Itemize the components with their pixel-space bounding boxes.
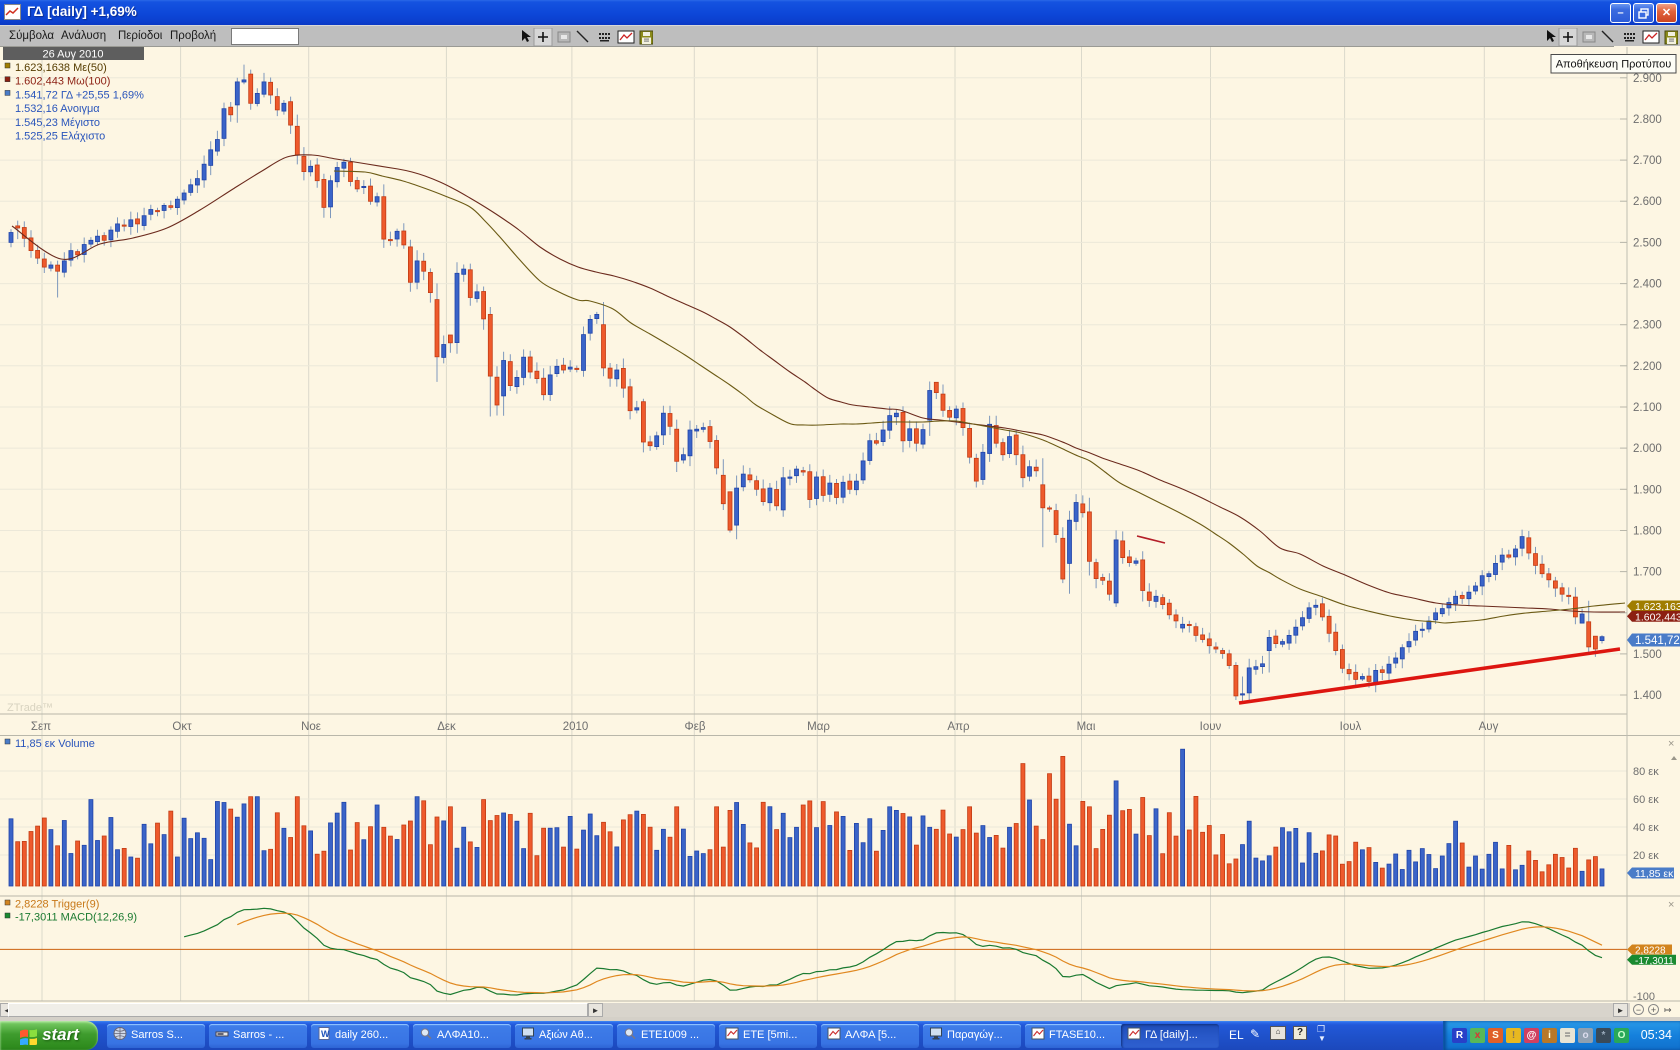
svg-text:Ιουν: Ιουν — [1200, 721, 1222, 733]
svg-text:Οκτ: Οκτ — [172, 721, 192, 733]
svg-text:2.100: 2.100 — [1633, 402, 1662, 414]
svg-text:2.000: 2.000 — [1633, 443, 1662, 455]
svg-text:1.532,16 Ανοιγμα: 1.532,16 Ανοιγμα — [15, 103, 100, 115]
svg-text:×: × — [1668, 899, 1674, 911]
svg-text:1.541,72 ΓΔ +25,55 1,69%: 1.541,72 ΓΔ +25,55 1,69% — [15, 89, 144, 101]
svg-text:Μαι: Μαι — [1077, 721, 1096, 733]
svg-text:Ιουλ: Ιουλ — [1340, 721, 1362, 733]
svg-text:26 Αυγ 2010: 26 Αυγ 2010 — [42, 49, 103, 61]
svg-text:Απρ: Απρ — [947, 721, 970, 733]
svg-text:Αυγ: Αυγ — [1479, 721, 1499, 733]
svg-text:1.700: 1.700 — [1633, 567, 1662, 579]
svg-text:40 εκ: 40 εκ — [1633, 822, 1659, 834]
svg-text:11,85 εκ Volume: 11,85 εκ Volume — [15, 738, 95, 750]
svg-text:11,85 εκ: 11,85 εκ — [1635, 868, 1674, 880]
svg-text:Νοε: Νοε — [301, 721, 321, 733]
svg-text:1.623,163: 1.623,163 — [1635, 601, 1680, 613]
svg-text:Μαρ: Μαρ — [807, 721, 830, 733]
svg-text:ZTrade™: ZTrade™ — [7, 702, 53, 714]
svg-text:2.900: 2.900 — [1633, 73, 1662, 85]
svg-text:Αποθήκευση Προτύπου: Αποθήκευση Προτύπου — [1556, 59, 1672, 71]
svg-text:1.400: 1.400 — [1633, 690, 1662, 702]
svg-text:2.500: 2.500 — [1633, 237, 1662, 249]
svg-text:2.200: 2.200 — [1633, 361, 1662, 373]
svg-text:1.602,443: 1.602,443 — [1635, 611, 1680, 623]
svg-text:2.400: 2.400 — [1633, 279, 1662, 291]
svg-text:2010: 2010 — [563, 721, 589, 733]
svg-text:2.700: 2.700 — [1633, 155, 1662, 167]
svg-text:1.900: 1.900 — [1633, 484, 1662, 496]
svg-text:80 εκ: 80 εκ — [1633, 766, 1659, 778]
svg-text:60 εκ: 60 εκ — [1633, 794, 1659, 806]
svg-text:2.300: 2.300 — [1633, 320, 1662, 332]
svg-text:-100: -100 — [1633, 991, 1655, 1003]
svg-text:1.602,443 Μω(100): 1.602,443 Μω(100) — [15, 76, 110, 88]
svg-text:1.525,25 Ελάχιστο: 1.525,25 Ελάχιστο — [15, 131, 105, 143]
svg-text:1.541,72: 1.541,72 — [1635, 635, 1680, 647]
svg-text:2,8228 Trigger(9): 2,8228 Trigger(9) — [15, 899, 99, 911]
svg-text:1.623,1638 Με(50): 1.623,1638 Με(50) — [15, 62, 107, 74]
svg-text:1.545,23 Μέγιστο: 1.545,23 Μέγιστο — [15, 117, 100, 129]
svg-text:Σεπ: Σεπ — [31, 721, 51, 733]
svg-text:2.800: 2.800 — [1633, 114, 1662, 126]
svg-text:20 εκ: 20 εκ — [1633, 850, 1659, 862]
svg-text:1.800: 1.800 — [1633, 526, 1662, 538]
svg-text:-17,3011: -17,3011 — [1635, 956, 1674, 967]
svg-text:W: W — [321, 1029, 330, 1039]
svg-text:1.500: 1.500 — [1633, 649, 1662, 661]
svg-text:×: × — [1668, 738, 1674, 750]
svg-text:Φεβ: Φεβ — [685, 721, 706, 733]
svg-text:2.600: 2.600 — [1633, 196, 1662, 208]
svg-text:2,8228: 2,8228 — [1635, 946, 1666, 957]
svg-text:-17,3011 MACD(12,26,9): -17,3011 MACD(12,26,9) — [15, 912, 137, 924]
svg-text:Δεκ: Δεκ — [437, 721, 456, 733]
